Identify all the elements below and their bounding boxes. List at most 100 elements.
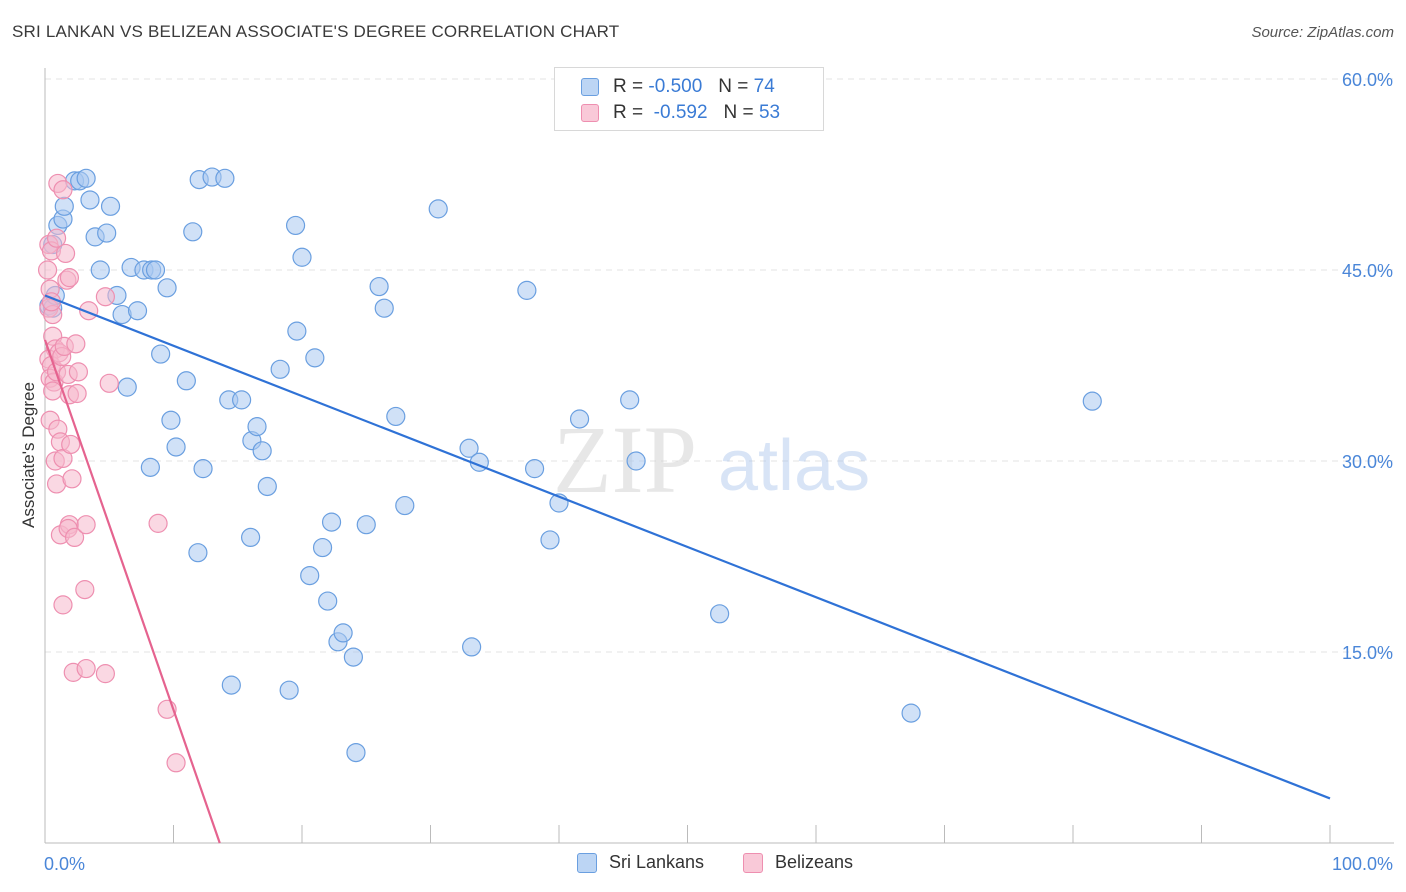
sri-lankan-point (569, 409, 590, 429)
legend-n-value: 74 (753, 76, 775, 97)
sri-lankan-point (176, 371, 196, 391)
sri-lankan-point (292, 247, 312, 267)
sri-lankan-point (321, 512, 342, 532)
sri-lankan-point (1082, 391, 1102, 411)
legend-row-belizeans: R = -0.592 N = 53 (581, 101, 780, 125)
watermark-atlas: atlas (718, 426, 870, 506)
legend-swatch-pink (581, 104, 599, 122)
sri-lankan-point (517, 280, 537, 300)
sri-lankan-point (626, 451, 646, 471)
watermark: ZIP atlas (553, 406, 870, 513)
sri-lankan-point (215, 168, 235, 188)
sri-lankan-point (312, 537, 333, 558)
sri-lankan-point (901, 703, 921, 723)
sri-lankan-point (374, 298, 394, 318)
belizean-point (68, 362, 89, 382)
sri-lankan-point (318, 591, 338, 611)
belizean-point (95, 664, 115, 684)
sri-lankan-point (285, 215, 306, 236)
belizean-point (66, 334, 86, 354)
sri-lankan-point (117, 377, 137, 397)
sri-lankan-point (369, 276, 389, 297)
sri-lankan-point (221, 675, 241, 695)
sri-lankan-point (524, 459, 545, 479)
legend-r-value: -0.592 (653, 102, 708, 123)
sri-lankan-point (161, 410, 181, 430)
sri-lankan-point (540, 530, 560, 550)
legend-r-label: R = (613, 102, 644, 123)
sri-lankan-point (241, 527, 261, 548)
y-tick-label: 30.0% (1342, 452, 1393, 472)
sri-lankan-point (356, 515, 376, 535)
sri-lankan-point (90, 260, 110, 280)
chart-title: SRI LANKAN VS BELIZEAN ASSOCIATE'S DEGRE… (12, 22, 620, 41)
legend-r-label: R = (613, 76, 644, 97)
sri-lankan-point (127, 301, 148, 321)
sri-lankan-point (247, 417, 267, 437)
sri-lankan-point (333, 623, 353, 643)
legend-n-label: N = (723, 102, 754, 123)
belizean-point (76, 515, 96, 535)
belizean-point (64, 527, 85, 548)
sri-lankan-point (188, 543, 208, 563)
legend-row-sri-lankans: R = -0.500 N = 74 (581, 75, 775, 99)
sri-lankan-point (346, 742, 366, 763)
sri-lankan-point (620, 390, 640, 410)
belizean-point (53, 180, 73, 200)
belizean-point (53, 595, 73, 615)
sri-lankan-trendline (44, 294, 1331, 800)
correlation-legend: R = -0.500 N = 74 R = -0.592 N = 53 (554, 67, 824, 131)
legend-label-belizeans: Belizeans (775, 852, 854, 872)
belizean-point (61, 434, 81, 455)
sri-lankan-point (710, 604, 730, 624)
sri-lankan-point (395, 495, 415, 516)
y-tick-label: 15.0% (1342, 643, 1393, 663)
y-tick-label: 60.0% (1342, 70, 1393, 90)
sri-lankan-point (428, 199, 448, 219)
legend-swatch-blue (577, 852, 597, 873)
sri-lankan-point (343, 647, 363, 667)
sri-lankan-point (183, 222, 203, 242)
sri-lankan-point (145, 260, 166, 280)
sri-lankan-point (76, 168, 96, 188)
belizean-point (59, 268, 80, 288)
trendlines (43, 294, 1331, 844)
belizean-point (55, 243, 76, 264)
sri-lankan-point (252, 441, 272, 461)
sri-lankan-point (287, 321, 307, 341)
x-tick-label: 100.0% (1332, 854, 1393, 874)
sri-lankan-point (80, 190, 100, 210)
legend-item-belizeans: Belizeans (743, 852, 853, 873)
legend-swatch-pink (743, 852, 763, 873)
belizean-point (37, 260, 58, 280)
gridlines (45, 78, 1394, 653)
sri-lankan-point (157, 278, 177, 298)
chart-source: Source: ZipAtlas.com (1251, 24, 1394, 41)
legend-label-sri-lankans: Sri Lankans (609, 852, 705, 872)
belizean-point (148, 513, 168, 533)
belizean-point (76, 658, 96, 679)
legend-swatch-blue (581, 78, 599, 96)
belizean-point (46, 228, 67, 248)
sri-lankan-point (305, 348, 325, 368)
sri-lankan-point (257, 476, 277, 497)
belizean-trendline (43, 339, 221, 844)
axes (44, 68, 1394, 844)
sri-lankan-point (100, 196, 121, 216)
legend-r-value: -0.500 (648, 76, 703, 97)
sri-lankan-point (279, 680, 299, 700)
tick-labels: 15.0% 30.0% 45.0% 60.0% 0.0% 100.0% (44, 70, 1393, 874)
sri-lankan-point (300, 565, 320, 586)
sri-lankan-point (386, 406, 406, 427)
legend-n-label: N = (718, 76, 749, 97)
sri-lankan-point (151, 344, 171, 364)
sri-lankan-point (232, 390, 252, 410)
y-tick-label: 45.0% (1342, 261, 1393, 281)
legend-item-sri-lankans: Sri Lankans (577, 852, 704, 873)
sri-lankan-point (462, 637, 482, 657)
belizean-point (62, 469, 82, 489)
legend-n-value: 53 (758, 102, 781, 123)
belizean-point (95, 287, 115, 307)
sri-lankan-point (140, 457, 160, 477)
